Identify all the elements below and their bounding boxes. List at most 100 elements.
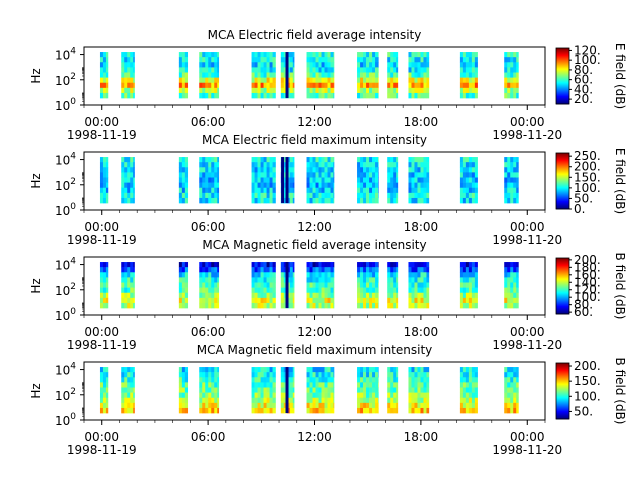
spectrogram-cell bbox=[393, 372, 397, 378]
spectrogram-cell bbox=[133, 277, 135, 283]
spectrogram-cell bbox=[217, 157, 220, 163]
spectrogram-cell bbox=[513, 392, 517, 399]
colorbar-swatch bbox=[556, 99, 569, 101]
spectrogram-cell bbox=[251, 62, 255, 68]
spectrogram-cell bbox=[516, 187, 519, 194]
colorbar-swatch bbox=[556, 69, 569, 71]
colorbar-swatch bbox=[556, 78, 569, 80]
spectrogram-cell bbox=[254, 267, 258, 273]
spectrogram-cell bbox=[127, 282, 131, 288]
spectrogram-cell bbox=[330, 72, 334, 78]
spectrogram-cell bbox=[378, 282, 379, 288]
spectrogram-cell bbox=[420, 77, 424, 84]
spectrogram-cell bbox=[420, 372, 424, 378]
spectrogram-cell bbox=[251, 167, 255, 173]
colorbar-swatch bbox=[556, 385, 569, 387]
spectrogram-cell bbox=[369, 377, 373, 383]
spectrogram-cell bbox=[184, 82, 189, 89]
spectrogram-cell bbox=[471, 167, 476, 173]
spectrogram-cell bbox=[372, 262, 376, 268]
spectrogram-cell bbox=[121, 392, 125, 399]
spectrogram-cell bbox=[414, 272, 418, 278]
spectrogram-cell bbox=[266, 282, 270, 288]
spectrogram-cell bbox=[318, 162, 322, 168]
spectrogram-cell bbox=[99, 197, 104, 204]
spectrogram-cell bbox=[289, 302, 294, 309]
spectrogram-cell bbox=[471, 407, 476, 414]
spectrogram-cell bbox=[102, 397, 107, 404]
spectrogram-cell bbox=[513, 287, 517, 294]
spectrogram-cell bbox=[363, 57, 367, 63]
spectrogram-cell bbox=[133, 67, 135, 73]
spectrogram-cell bbox=[283, 392, 288, 399]
spectrogram-cell bbox=[327, 162, 331, 168]
spectrogram-cell bbox=[417, 77, 421, 84]
data-block bbox=[504, 52, 519, 99]
spectrogram-cell bbox=[330, 287, 334, 294]
spectrogram-cell bbox=[507, 87, 511, 94]
spectrogram-cell bbox=[251, 272, 255, 278]
spectrogram-cell bbox=[378, 62, 379, 68]
spectrogram-cell bbox=[462, 377, 467, 383]
colorbar-tick-label: 50. bbox=[574, 191, 593, 205]
spectrogram-cell bbox=[312, 92, 316, 99]
spectrogram-cell bbox=[513, 302, 517, 309]
spectrogram-cell bbox=[396, 167, 399, 173]
spectrogram-cell bbox=[121, 402, 125, 409]
spectrogram-cell bbox=[214, 72, 218, 78]
spectrogram-cell bbox=[266, 297, 270, 304]
spectrogram-cell bbox=[199, 87, 203, 94]
spectrogram-cell bbox=[121, 162, 125, 168]
spectrogram-cell bbox=[263, 382, 267, 388]
spectrogram-cell bbox=[510, 62, 514, 68]
spectrogram-cell bbox=[289, 192, 294, 199]
colorbar-swatch bbox=[556, 386, 569, 388]
spectrogram-cell bbox=[102, 297, 107, 304]
spectrogram-cell bbox=[266, 52, 270, 58]
spectrogram-cell bbox=[272, 272, 276, 278]
spectrogram-cell bbox=[516, 92, 519, 99]
spectrogram-cell bbox=[306, 172, 310, 178]
spectrogram-cell bbox=[283, 402, 288, 409]
spectrogram-cell bbox=[214, 367, 218, 373]
spectrogram-cell bbox=[396, 282, 399, 288]
spectrogram-cell bbox=[504, 182, 508, 189]
spectrogram-cell bbox=[127, 272, 131, 278]
spectrogram-cell bbox=[474, 372, 478, 378]
spectrogram-cell bbox=[254, 167, 258, 173]
spectrogram-cell bbox=[357, 87, 361, 94]
spectrogram-cell bbox=[411, 297, 415, 304]
spectrogram-cell bbox=[260, 287, 264, 294]
spectrogram-cell bbox=[318, 72, 322, 78]
spectrogram-cell bbox=[372, 282, 376, 288]
spectrogram-cell bbox=[393, 397, 397, 404]
spectrogram-cell bbox=[387, 292, 391, 299]
spectrogram-cell bbox=[357, 407, 361, 414]
spectrogram-cell bbox=[396, 277, 399, 283]
spectrogram-cell bbox=[292, 87, 295, 94]
spectrogram-cell bbox=[272, 182, 276, 189]
spectrogram-cell bbox=[375, 197, 379, 204]
spectrogram-cell bbox=[202, 172, 206, 178]
colorbar-swatch bbox=[556, 61, 569, 63]
spectrogram-cell bbox=[130, 372, 134, 378]
spectrogram-cell bbox=[330, 272, 334, 278]
spectrogram-cell bbox=[309, 392, 313, 399]
spectrogram-cell bbox=[266, 407, 270, 414]
spectrogram-cell bbox=[202, 297, 206, 304]
colorbar-swatch bbox=[556, 203, 569, 205]
spectrogram-cell bbox=[251, 87, 255, 94]
spectrogram-cell bbox=[127, 277, 131, 283]
spectrogram-cell bbox=[327, 302, 331, 309]
spectrogram-cell bbox=[105, 157, 109, 163]
spectrogram-cell bbox=[420, 407, 424, 414]
spectrogram-cell bbox=[327, 297, 331, 304]
spectrogram-cell bbox=[102, 282, 107, 288]
colorbar-swatch bbox=[556, 312, 569, 314]
colorbar-tick-label: 100. bbox=[574, 290, 601, 304]
spectrogram-cell bbox=[330, 397, 334, 404]
colorbar-swatch bbox=[556, 92, 569, 94]
spectrogram-cell bbox=[330, 177, 334, 183]
spectrogram-cell bbox=[462, 192, 467, 199]
spectrogram-cell bbox=[372, 52, 376, 58]
